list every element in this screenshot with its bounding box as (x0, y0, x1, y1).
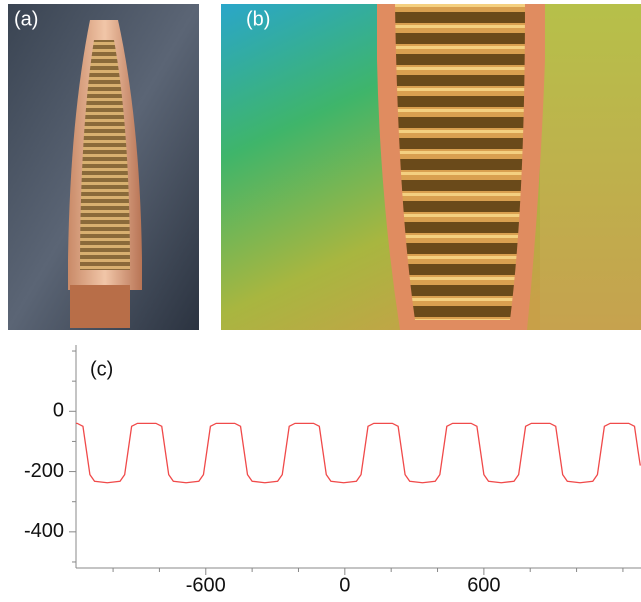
panel-a-image (8, 4, 199, 330)
x-tick-label: -600 (186, 574, 226, 596)
panel-label: (b) (246, 8, 270, 30)
y-tick-label: 0 (53, 400, 64, 422)
panel-label: (c) (90, 358, 113, 380)
data-line (76, 422, 641, 484)
panel-b-image (221, 4, 641, 330)
x-tick-label: 0 (339, 574, 350, 596)
y-tick-label: -400 (24, 520, 64, 542)
x-tick-label: 600 (467, 574, 500, 596)
panel-label: (a) (14, 8, 38, 30)
y-tick-label: -200 (24, 460, 64, 482)
